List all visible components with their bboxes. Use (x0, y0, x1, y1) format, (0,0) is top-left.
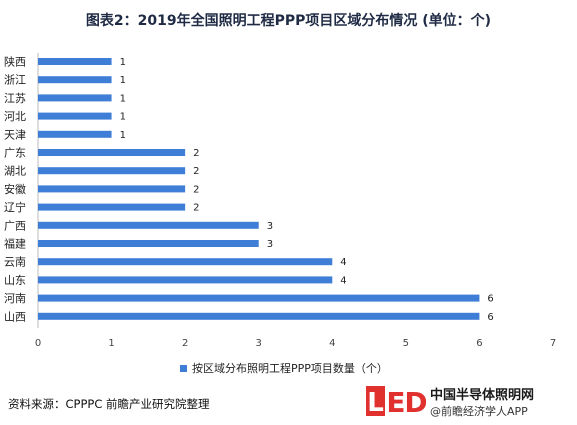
led-logo: L E D (366, 386, 426, 418)
bar-6 (38, 167, 186, 175)
bar-9 (38, 221, 259, 229)
data-label-9: 3 (267, 221, 273, 232)
category-label-1: 浙江 (4, 74, 26, 87)
x-tick-5: 5 (403, 338, 409, 349)
bar-0 (38, 58, 112, 65)
data-label-6: 2 (193, 166, 199, 177)
source-note: 资料来源：CPPPC 前瞻产业研究院整理 (8, 397, 210, 411)
data-label-13: 6 (487, 294, 493, 305)
data-label-14: 6 (487, 312, 493, 323)
x-tick-2: 2 (182, 338, 188, 349)
bar-8 (38, 203, 186, 211)
bars-group (38, 58, 480, 320)
bar-1 (38, 76, 112, 84)
category-label-14: 山西 (4, 310, 26, 323)
bar-12 (38, 276, 333, 284)
chart-title: 图表2：2019年全国照明工程PPP项目区域分布情况 (单位：个) (85, 13, 492, 29)
x-tick-3: 3 (256, 338, 262, 349)
data-label-11: 4 (340, 257, 346, 268)
bar-4 (38, 130, 112, 138)
x-tick-7: 7 (550, 338, 556, 349)
bar-11 (38, 258, 333, 266)
brand-subtitle: @前瞻经济学人APP (430, 405, 528, 418)
category-label-11: 云南 (4, 256, 26, 269)
legend-label: 按区域分布照明工程PPP项目数量（个） (192, 362, 388, 375)
data-label-3: 1 (120, 112, 126, 123)
data-label-10: 3 (267, 239, 273, 250)
brand-block: L E D 中国半导体照明网 @前瞻经济学人APP (366, 382, 571, 420)
x-tick-0: 0 (35, 338, 41, 349)
bar-10 (38, 240, 259, 247)
category-label-12: 山东 (4, 274, 26, 287)
data-label-7: 2 (193, 184, 199, 195)
legend: 按区域分布照明工程PPP项目数量（个） (180, 360, 388, 376)
data-label-5: 2 (193, 148, 199, 159)
category-label-10: 福建 (4, 237, 26, 251)
x-tick-4: 4 (329, 338, 335, 349)
x-tick-6: 6 (476, 338, 482, 349)
data-label-4: 1 (120, 130, 126, 141)
category-label-7: 安徽 (4, 182, 26, 196)
category-label-3: 河北 (4, 110, 26, 123)
x-tick-1: 1 (108, 338, 114, 349)
data-labels-group: 1 1 1 1 1 2 2 2 2 3 3 4 4 6 6 (120, 57, 494, 323)
data-label-12: 4 (340, 275, 346, 286)
logo-letter-d: D (404, 386, 426, 418)
category-label-5: 广东 (4, 147, 26, 160)
category-label-0: 陕西 (4, 55, 26, 69)
bar-5 (38, 149, 186, 156)
data-label-8: 2 (193, 203, 199, 214)
data-label-2: 1 (120, 93, 126, 104)
bar-2 (38, 94, 112, 102)
category-label-9: 广西 (4, 219, 26, 232)
x-tick-labels-group: 0 1 2 3 4 5 6 7 (35, 338, 556, 349)
category-label-8: 辽宁 (4, 200, 26, 214)
logo-letter-l: L (367, 388, 384, 418)
category-label-2: 江苏 (4, 92, 26, 105)
logo-letter-e: E (386, 386, 405, 418)
bar-13 (38, 294, 480, 302)
brand-name: 中国半导体照明网 (430, 388, 535, 403)
bar-14 (38, 312, 480, 320)
data-label-1: 1 (120, 75, 126, 86)
data-label-0: 1 (120, 57, 126, 68)
category-label-4: 天津 (4, 128, 26, 141)
bar-7 (38, 185, 186, 193)
legend-swatch (180, 364, 187, 372)
category-label-6: 湖北 (4, 165, 26, 178)
category-label-13: 河南 (4, 292, 26, 305)
bar-3 (38, 112, 112, 120)
